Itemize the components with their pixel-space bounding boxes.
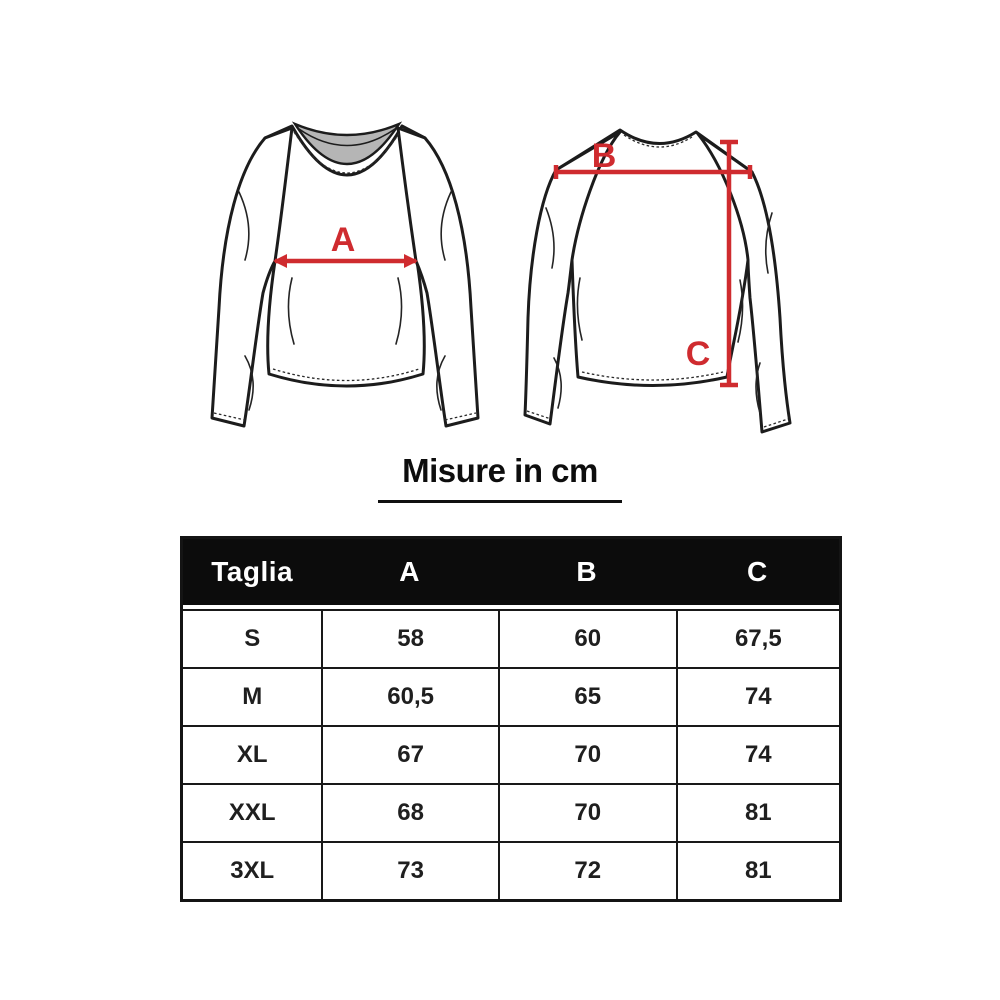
measure-a-cell: 73	[321, 841, 498, 899]
front-left-sleeve	[210, 126, 294, 428]
title-underline: Misure in cm	[378, 452, 622, 503]
size-table-container: Taglia A B C S 58 60 67,5 M 60,5 65 74	[180, 536, 842, 902]
header-cell-c: C	[675, 539, 839, 609]
size-cell: M	[183, 667, 322, 725]
measure-a-cell: 60,5	[321, 667, 498, 725]
measure-a-cell: 58	[321, 609, 498, 667]
page-title: Misure in cm	[402, 452, 598, 489]
measure-b-cell: 70	[497, 725, 676, 783]
front-shirt-illustration: A	[210, 121, 480, 428]
size-cell: 3XL	[183, 841, 322, 899]
back-left-cuff-stitch	[526, 410, 552, 420]
measure-c-cell: 74	[675, 725, 839, 783]
size-cell: S	[183, 609, 322, 667]
measure-c-cell: 81	[675, 841, 839, 899]
measure-b-cell: 60	[497, 609, 676, 667]
table-row: XXL 68 70 81	[183, 783, 839, 841]
header-cell-b: B	[497, 539, 676, 609]
back-right-cuff-stitch	[763, 418, 789, 428]
measure-a-cell: 67	[321, 725, 498, 783]
measure-c-cell: 74	[675, 667, 839, 725]
back-right-sleeve	[696, 132, 792, 434]
back-hem-stitch	[581, 371, 724, 381]
measure-label-c: C	[686, 335, 711, 373]
front-body-outline	[263, 124, 427, 388]
measure-b-cell: 70	[497, 783, 676, 841]
front-collar-seam	[298, 128, 396, 147]
size-cell: XXL	[183, 783, 322, 841]
table-header-row: Taglia A B C	[183, 539, 839, 609]
header-cell-taglia: Taglia	[183, 539, 322, 609]
back-neck-stitch	[623, 134, 693, 148]
front-hem-stitch	[272, 368, 420, 382]
back-shirt-illustration: B C	[523, 128, 792, 434]
table-row: XL 67 70 74	[183, 725, 839, 783]
measure-b-cell: 72	[497, 841, 676, 899]
table-row: 3XL 73 72 81	[183, 841, 839, 899]
measure-c-cell: 81	[675, 783, 839, 841]
back-body-outline	[554, 128, 754, 387]
measure-line-a-right-arrow	[404, 254, 418, 268]
back-fold-lines	[545, 207, 773, 414]
header-cell-a: A	[321, 539, 498, 609]
measure-b-cell: 65	[497, 667, 676, 725]
front-right-sleeve	[396, 126, 480, 428]
front-collar-stitch	[293, 131, 401, 174]
table-row: S 58 60 67,5	[183, 609, 839, 667]
size-cell: XL	[183, 725, 322, 783]
measure-a-cell: 68	[321, 783, 498, 841]
front-left-cuff-stitch	[213, 412, 246, 421]
back-left-sleeve	[523, 130, 622, 426]
measure-label-b: B	[592, 137, 617, 175]
front-right-cuff-stitch	[444, 412, 477, 421]
measure-line-a-left-arrow	[273, 254, 287, 268]
table-row: M 60,5 65 74	[183, 667, 839, 725]
measure-label-a: A	[331, 221, 356, 259]
front-collar-inner	[291, 121, 403, 165]
measure-c-cell: 67,5	[675, 609, 839, 667]
front-fold-lines	[238, 191, 452, 411]
size-table: Taglia A B C S 58 60 67,5 M 60,5 65 74	[183, 539, 839, 899]
